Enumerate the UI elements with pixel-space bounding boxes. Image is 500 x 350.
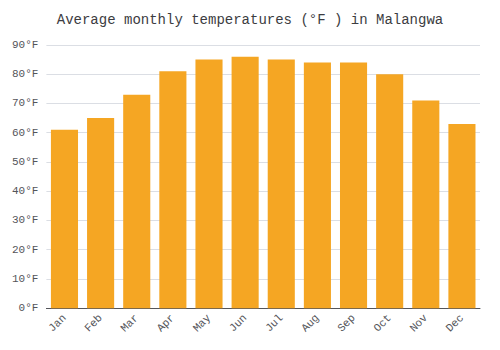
svg-text:May: May: [191, 312, 214, 335]
svg-text:20°F: 20°F: [12, 244, 38, 256]
svg-text:Jan: Jan: [46, 312, 68, 334]
svg-text:80°F: 80°F: [12, 68, 38, 80]
svg-text:Average monthly temperatures (: Average monthly temperatures (°F ) in Ma…: [57, 12, 443, 28]
svg-text:Jul: Jul: [263, 312, 285, 334]
svg-text:10°F: 10°F: [12, 273, 38, 285]
svg-text:90°F: 90°F: [12, 39, 38, 51]
svg-text:60°F: 60°F: [12, 127, 38, 139]
svg-text:Apr: Apr: [155, 312, 177, 334]
svg-text:Sep: Sep: [335, 312, 357, 334]
svg-text:70°F: 70°F: [12, 97, 38, 109]
svg-text:30°F: 30°F: [12, 214, 38, 226]
svg-text:50°F: 50°F: [12, 156, 38, 168]
svg-text:Feb: Feb: [82, 312, 104, 334]
svg-text:Mar: Mar: [119, 312, 141, 334]
svg-text:Oct: Oct: [371, 312, 393, 334]
svg-text:Aug: Aug: [299, 312, 321, 334]
svg-text:Jun: Jun: [227, 312, 249, 334]
svg-text:Nov: Nov: [408, 312, 431, 335]
svg-text:Dec: Dec: [444, 312, 466, 334]
svg-text:0°F: 0°F: [19, 302, 39, 314]
svg-text:40°F: 40°F: [12, 185, 38, 197]
